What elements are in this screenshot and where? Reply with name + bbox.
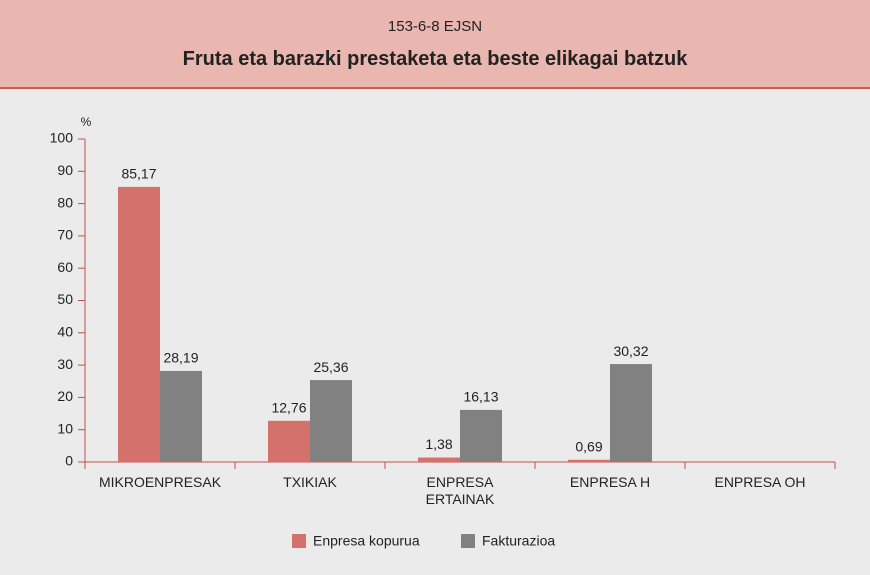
legend-swatch	[461, 534, 475, 548]
bar	[568, 459, 610, 462]
x-tick-label: ENPRESA ERTAINAK	[425, 474, 495, 507]
x-tick-label: ENPRESA H	[569, 474, 651, 490]
y-tick-label: 30	[57, 356, 73, 372]
y-tick-label: 90	[57, 162, 73, 178]
bar	[460, 409, 502, 462]
header: 153-6-8 EJSN Fruta eta barazki prestaket…	[0, 0, 870, 89]
y-tick-label: 80	[57, 194, 73, 210]
x-tick-label: TXIKIAK	[283, 474, 337, 490]
legend-label: Enpresa kopurua	[313, 533, 420, 549]
y-tick-label: 60	[57, 259, 73, 275]
y-tick-label: 100	[50, 130, 74, 146]
data-label: 12,76	[271, 399, 306, 415]
y-tick-label: 0	[65, 453, 73, 469]
legend-swatch	[292, 534, 306, 548]
chart-title: Fruta eta barazki prestaketa eta beste e…	[182, 48, 688, 70]
y-tick-label: 10	[57, 420, 73, 436]
data-label: 30,32	[613, 343, 648, 359]
y-tick-label: 70	[57, 227, 73, 243]
data-label: 28,19	[163, 350, 198, 366]
bar	[310, 380, 352, 462]
bar	[418, 457, 460, 462]
x-tick-label: MIKROENPRESAK	[98, 474, 222, 490]
data-label: 16,13	[463, 389, 498, 405]
y-axis-label: %	[81, 115, 92, 129]
chart-subtitle: 153-6-8 EJSN	[387, 18, 483, 35]
data-label: 25,36	[313, 359, 348, 375]
y-tick-label: 40	[57, 324, 73, 340]
bar	[160, 370, 202, 462]
data-label: 1,38	[425, 436, 452, 452]
data-label: 85,17	[121, 166, 156, 182]
y-tick-label: 20	[57, 388, 73, 404]
y-tick-label: 50	[57, 291, 73, 307]
x-tick-label: ENPRESA OH	[714, 474, 806, 490]
bar	[268, 420, 310, 462]
legend-label: Fakturazioa	[482, 533, 555, 549]
bar	[118, 186, 160, 463]
data-label: 0,69	[575, 438, 602, 454]
bar	[610, 364, 652, 462]
